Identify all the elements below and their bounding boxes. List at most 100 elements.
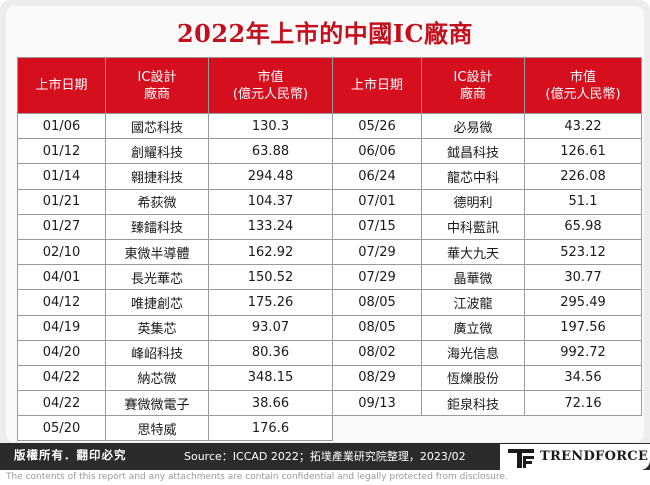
left-company-cell: 翱捷科技 [105,163,209,190]
table-header-row: 上市日期 IC設計 廠商 市值 (億元人民幣) 上市日期 IC設計 廠商 市值 … [17,57,642,114]
left-value-cell: 130.3 [208,112,333,140]
table-row: 04/22 納芯微 348.15 08/29 恆爍股份 34.56 [17,364,642,392]
source-note: Source：ICCAD 2022；拓墣產業研究院整理，2023/02 [184,450,466,463]
left-value-cell: 104.37 [208,188,333,215]
right-value-cell: 43.22 [524,112,642,140]
left-company-cell: 思特威 [105,415,209,442]
right-date-cell: 07/29 [332,238,422,266]
left-date-cell: 04/20 [17,339,106,366]
left-date-cell: 01/21 [17,188,106,215]
table-body: 01/06 國芯科技 130.3 05/26 必易微 43.22 01/12 創耀科技 63.8… [17,112,642,442]
right-company-cell: 海光信息 [421,339,525,366]
left-date-cell: 04/12 [17,289,106,316]
left-company-cell: 英集芯 [105,314,209,341]
left-value-cell: 38.66 [208,390,333,417]
right-date-cell: 07/01 [332,188,422,215]
right-value-cell: 226.08 [524,163,642,190]
table-row: 01/12 創耀科技 63.88 06/06 鉞昌科技 126.61 [17,138,642,165]
header-date-right: 上市日期 [332,57,422,114]
left-value-cell: 176.6 [208,415,333,442]
right-company-cell: 德明利 [421,188,525,215]
empty-cell [525,416,642,441]
right-value-cell: 523.12 [524,238,642,266]
header-company-line2: 廠商 [459,86,486,102]
left-value-cell: 162.92 [208,238,333,266]
left-date-cell: 04/22 [17,390,106,417]
left-company-cell: 長光華芯 [105,264,209,291]
right-value-cell: 34.56 [524,364,642,392]
left-company-cell: 唯捷創芯 [105,289,209,316]
left-company-cell: 賽微微電子 [105,390,209,417]
table-row: 04/22 賽微微電子 38.66 09/13 鉅泉科技 72.16 [17,390,642,417]
header-date-left: 上市日期 [17,57,106,114]
header-value-line1: 市值 [569,69,596,85]
header-company-line2: 廠商 [143,86,170,102]
copyright-notice: 版權所有．翻印必究 [14,448,127,462]
table-row: 04/01 長光華芯 150.52 07/29 晶華微 30.77 [17,264,642,291]
right-company-cell: 中科藍訊 [421,213,525,240]
left-value-cell: 63.88 [208,138,333,165]
left-date-cell: 04/22 [17,364,106,392]
left-date-cell: 05/20 [17,415,106,442]
right-value-cell: 295.49 [524,289,642,316]
left-date-cell: 02/10 [17,238,106,266]
right-date-cell: 05/26 [332,112,422,140]
header-company-right: IC設計 廠商 [421,57,525,114]
header-value-line1: 市值 [257,69,284,85]
table-row: 04/20 峰岹科技 80.36 08/02 海光信息 992.72 [17,339,642,366]
left-company-cell: 臻鐳科技 [105,213,209,240]
left-company-cell: 希荻微 [105,188,209,215]
right-company-cell: 恆爍股份 [421,364,525,392]
right-date-cell: 08/29 [332,364,422,392]
left-date-cell: 01/06 [17,112,106,140]
header-value-line2: (億元人民幣) [232,86,309,102]
header-value-right: 市值 (億元人民幣) [524,57,642,114]
right-date-cell: 06/24 [332,163,422,190]
right-date-cell: 06/06 [332,138,422,165]
right-value-cell: 992.72 [524,339,642,366]
left-value-cell: 294.48 [208,163,333,190]
trendforce-logo-icon [508,449,534,468]
empty-cell [422,416,525,441]
left-value-cell: 93.07 [208,314,333,341]
page-title: 2022年上市的中國IC廠商 [176,19,474,48]
right-company-cell: 鉅泉科技 [421,390,525,417]
right-date-cell: 08/05 [332,289,422,316]
table-row: 01/27 臻鐳科技 133.24 07/15 中科藍訊 65.98 [17,213,642,240]
right-date-cell: 09/13 [332,390,422,417]
left-company-cell: 納芯微 [105,364,209,392]
right-date-cell: 08/05 [332,314,422,341]
table-row: 01/21 希荻微 104.37 07/01 德明利 51.1 [17,188,642,215]
left-company-cell: 峰岹科技 [105,339,209,366]
table-row: 01/14 翱捷科技 294.48 06/24 龍芯中科 226.08 [17,163,642,190]
right-date-cell: 07/15 [332,213,422,240]
right-date-cell: 08/02 [332,339,422,366]
header-value-line2: (億元人民幣) [545,86,621,102]
right-value-cell: 30.77 [524,264,642,291]
right-value-cell: 65.98 [524,213,642,240]
right-date-cell: 07/29 [332,264,422,291]
table-row: 05/20 思特威 176.6 [17,415,642,442]
left-value-cell: 348.15 [208,364,333,392]
left-value-cell: 133.24 [208,213,333,240]
header-value-left: 市值 (億元人民幣) [208,57,333,114]
left-date-cell: 04/01 [17,264,106,291]
right-company-cell: 鉞昌科技 [421,138,525,165]
right-value-cell: 51.1 [524,188,642,215]
right-value-cell: 197.56 [524,314,642,341]
table-row: 01/06 國芯科技 130.3 05/26 必易微 43.22 [17,112,642,140]
right-value-cell: 72.16 [524,390,642,417]
disclaimer: The contents of this report and any atta… [6,472,508,482]
logo-text: TRENDFORCE [540,449,649,464]
right-value-cell: 126.61 [524,138,642,165]
right-company-cell: 晶華微 [421,264,525,291]
left-company-cell: 東微半導體 [105,238,209,266]
ipo-table: 上市日期 IC設計 廠商 市值 (億元人民幣) 上市日期 IC設計 廠商 市值 … [17,57,642,442]
left-date-cell: 04/19 [17,314,106,341]
empty-cell [333,416,422,441]
table-row: 04/19 英集芯 93.07 08/05 廣立微 197.56 [17,314,642,341]
right-company-cell: 龍芯中科 [421,163,525,190]
left-date-cell: 01/14 [17,163,106,190]
left-value-cell: 175.26 [208,289,333,316]
left-date-cell: 01/12 [17,138,106,165]
